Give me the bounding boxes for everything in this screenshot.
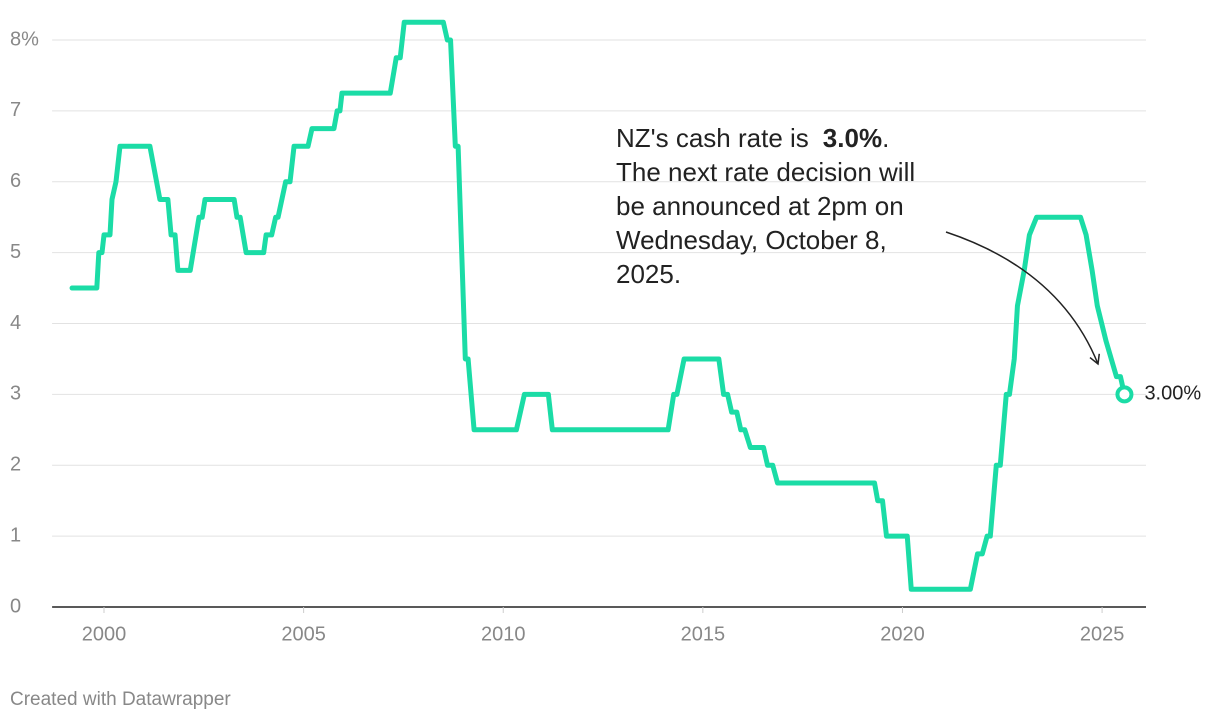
credit: Created with Datawrapper <box>10 689 231 710</box>
y-tick-label: 3 <box>10 383 21 405</box>
annotation-line: be announced at 2pm on <box>616 191 904 221</box>
annotation-lead: NZ's cash rate is <box>616 123 809 153</box>
annotation-tail: . <box>882 123 889 153</box>
y-tick-label: 0 <box>10 595 21 617</box>
plot: 3.00% <box>69 19 1201 592</box>
annotation-line: Wednesday, October 8, <box>616 225 887 255</box>
annotation-highlight: 3.0% <box>823 123 882 153</box>
rate-line <box>69 19 1127 592</box>
x-tick-label: 2015 <box>681 623 726 645</box>
annotation-line: The next rate decision will <box>616 157 915 187</box>
annotation-line: NZ's cash rate is 3.0%. <box>616 123 889 153</box>
grid: 0 1 2 3 4 5 6 7 8% 2000 2005 2010 2015 2020 2025 <box>10 28 1146 645</box>
y-tick-label: 1 <box>10 524 21 546</box>
x-tick-label: 2025 <box>1080 623 1125 645</box>
y-tick-label: 5 <box>10 241 21 263</box>
annotation-arrow <box>945 231 1101 366</box>
y-tick-label: 2 <box>10 454 21 476</box>
x-tick-label: 2005 <box>281 623 326 645</box>
y-tick-label: 6 <box>10 170 21 192</box>
x-tick-label: 2000 <box>82 623 127 645</box>
x-tick-label: 2020 <box>880 623 925 645</box>
y-tick-label: 8% <box>10 28 39 50</box>
annotation-line: 2025. <box>616 259 681 289</box>
y-tick-label: 4 <box>10 312 21 334</box>
end-point <box>1115 385 1134 404</box>
y-tick-label: 7 <box>10 99 21 121</box>
end-label: 3.00% <box>1144 383 1201 405</box>
x-tick-label: 2010 <box>481 623 526 645</box>
